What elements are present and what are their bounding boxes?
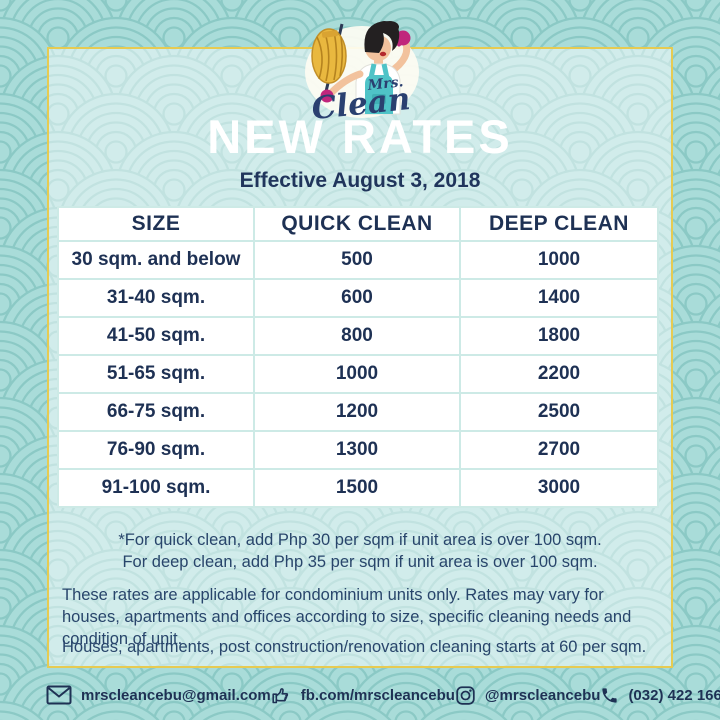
facebook-like-icon bbox=[272, 687, 288, 703]
header-quick-clean: QUICK CLEAN bbox=[253, 206, 461, 242]
cleaning-lady-illustration bbox=[320, 21, 411, 115]
mrs-clean-logo: Mrs. Clean bbox=[305, 21, 419, 124]
deep-clean-price-cell: 2700 bbox=[459, 430, 659, 470]
size-cell: 31-40 sqm. bbox=[57, 278, 255, 318]
instagram-icon bbox=[456, 685, 475, 705]
email-icon bbox=[46, 685, 72, 705]
deep-clean-note: For deep clean, add Php 35 per sqm if un… bbox=[122, 553, 598, 571]
deep-clean-price-cell: 3000 bbox=[459, 468, 659, 508]
size-cell: 41-50 sqm. bbox=[57, 316, 255, 356]
surcharge-notes: *For quick clean, add Php 30 per sqm if … bbox=[0, 529, 720, 573]
poster-title: NEW RATES bbox=[207, 110, 513, 163]
brand-prefix: Mrs. bbox=[366, 74, 404, 94]
deep-clean-price-cell: 2500 bbox=[459, 392, 659, 432]
table-row: 51-65 sqm. 1000 2200 bbox=[57, 354, 659, 394]
deep-clean-price-cell: 1000 bbox=[459, 240, 659, 280]
table-row: 66-75 sqm. 1200 2500 bbox=[57, 392, 659, 432]
mop-icon bbox=[311, 23, 347, 101]
instagram-text: @mrscleancebu bbox=[484, 686, 601, 704]
quick-clean-price-cell: 800 bbox=[253, 316, 461, 356]
table-row: 91-100 sqm. 1500 3000 bbox=[57, 468, 659, 508]
deep-clean-price-cell: 2200 bbox=[459, 354, 659, 394]
rates-table: SIZE QUICK CLEAN DEEP CLEAN 30 sqm. and … bbox=[57, 206, 659, 508]
size-cell: 76-90 sqm. bbox=[57, 430, 255, 470]
rates-table-body: 30 sqm. and below 500 1000 31-40 sqm. 600 140… bbox=[57, 240, 659, 508]
quick-clean-price-cell: 600 bbox=[253, 278, 461, 318]
table-row: 76-90 sqm. 1300 2700 bbox=[57, 430, 659, 470]
effective-date: Effective August 3, 2018 bbox=[239, 169, 481, 192]
contact-instagram: @mrscleancebu bbox=[455, 685, 601, 706]
quick-clean-price-cell: 1000 bbox=[253, 354, 461, 394]
contact-footer: mrscleancebu@gmail.com fb.com/mrscleance… bbox=[46, 677, 720, 713]
size-cell: 51-65 sqm. bbox=[57, 354, 255, 394]
quick-clean-price-cell: 1200 bbox=[253, 392, 461, 432]
quick-clean-price-cell: 500 bbox=[253, 240, 461, 280]
quick-clean-note: *For quick clean, add Php 30 per sqm if … bbox=[118, 531, 602, 549]
quick-clean-price-cell: 1500 bbox=[253, 468, 461, 508]
phone-text: (032) 422 1667 bbox=[628, 686, 720, 704]
email-text: mrscleancebu@gmail.com bbox=[81, 686, 271, 704]
table-row: 31-40 sqm. 600 1400 bbox=[57, 278, 659, 318]
table-row: 30 sqm. and below 500 1000 bbox=[57, 240, 659, 280]
header-deep-clean: DEEP CLEAN bbox=[459, 206, 659, 242]
phone-icon bbox=[602, 687, 618, 703]
contact-facebook: fb.com/mrscleancebu bbox=[271, 685, 455, 706]
size-cell: 91-100 sqm. bbox=[57, 468, 255, 508]
size-cell: 66-75 sqm. bbox=[57, 392, 255, 432]
header-size: SIZE bbox=[57, 206, 255, 242]
contact-email: mrscleancebu@gmail.com bbox=[46, 685, 271, 705]
contact-phone: (032) 422 1667 bbox=[600, 686, 720, 705]
other-services-paragraph: Houses, apartments, post construction/re… bbox=[62, 638, 647, 656]
facebook-text: fb.com/mrscleancebu bbox=[300, 686, 455, 704]
deep-clean-price-cell: 1400 bbox=[459, 278, 659, 318]
applicability-paragraph: These rates are applicable for condomini… bbox=[62, 586, 632, 648]
size-cell: 30 sqm. and below bbox=[57, 240, 255, 280]
table-row: 41-50 sqm. 800 1800 bbox=[57, 316, 659, 356]
quick-clean-price-cell: 1300 bbox=[253, 430, 461, 470]
deep-clean-price-cell: 1800 bbox=[459, 316, 659, 356]
table-header-row: SIZE QUICK CLEAN DEEP CLEAN bbox=[57, 206, 659, 242]
